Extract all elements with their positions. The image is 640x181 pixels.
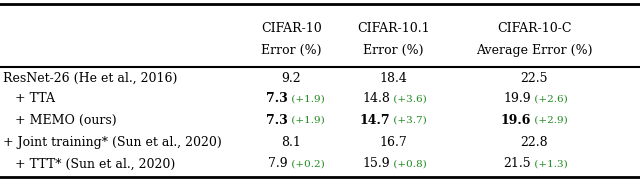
Text: 7.9: 7.9 xyxy=(268,157,288,170)
Text: 22.8: 22.8 xyxy=(520,136,548,149)
Text: CIFAR-10.1: CIFAR-10.1 xyxy=(357,22,430,35)
Text: 15.9: 15.9 xyxy=(363,157,390,170)
Text: 21.5: 21.5 xyxy=(504,157,531,170)
Text: (+1.9): (+1.9) xyxy=(288,116,324,125)
Text: 7.3: 7.3 xyxy=(266,114,288,127)
Text: 7.3: 7.3 xyxy=(266,92,288,105)
Text: + Joint training* (Sun et al., 2020): + Joint training* (Sun et al., 2020) xyxy=(3,136,222,149)
Text: 9.2: 9.2 xyxy=(282,72,301,85)
Text: (+3.6): (+3.6) xyxy=(390,94,427,103)
Text: 18.4: 18.4 xyxy=(380,72,408,85)
Text: 8.1: 8.1 xyxy=(281,136,301,149)
Text: (+0.8): (+0.8) xyxy=(390,159,427,168)
Text: (+1.9): (+1.9) xyxy=(288,94,324,103)
Text: 22.5: 22.5 xyxy=(521,72,548,85)
Text: + TTT* (Sun et al., 2020): + TTT* (Sun et al., 2020) xyxy=(3,157,175,170)
Text: (+2.6): (+2.6) xyxy=(531,94,568,103)
Text: (+3.7): (+3.7) xyxy=(390,116,427,125)
Text: CIFAR-10-C: CIFAR-10-C xyxy=(497,22,572,35)
Text: Average Error (%): Average Error (%) xyxy=(476,44,593,57)
Text: (+2.9): (+2.9) xyxy=(531,116,568,125)
Text: (+1.3): (+1.3) xyxy=(531,159,568,168)
Text: + TTA: + TTA xyxy=(3,92,55,105)
Text: Error (%): Error (%) xyxy=(364,44,424,57)
Text: 14.7: 14.7 xyxy=(360,114,390,127)
Text: ResNet-26 (He et al., 2016): ResNet-26 (He et al., 2016) xyxy=(3,72,177,85)
Text: 19.9: 19.9 xyxy=(504,92,531,105)
Text: 14.8: 14.8 xyxy=(362,92,390,105)
Text: 16.7: 16.7 xyxy=(380,136,408,149)
Text: 19.6: 19.6 xyxy=(501,114,531,127)
Text: Error (%): Error (%) xyxy=(261,44,321,57)
Text: CIFAR-10: CIFAR-10 xyxy=(261,22,321,35)
Text: + MEMO (ours): + MEMO (ours) xyxy=(3,114,117,127)
Text: (+0.2): (+0.2) xyxy=(288,159,324,168)
